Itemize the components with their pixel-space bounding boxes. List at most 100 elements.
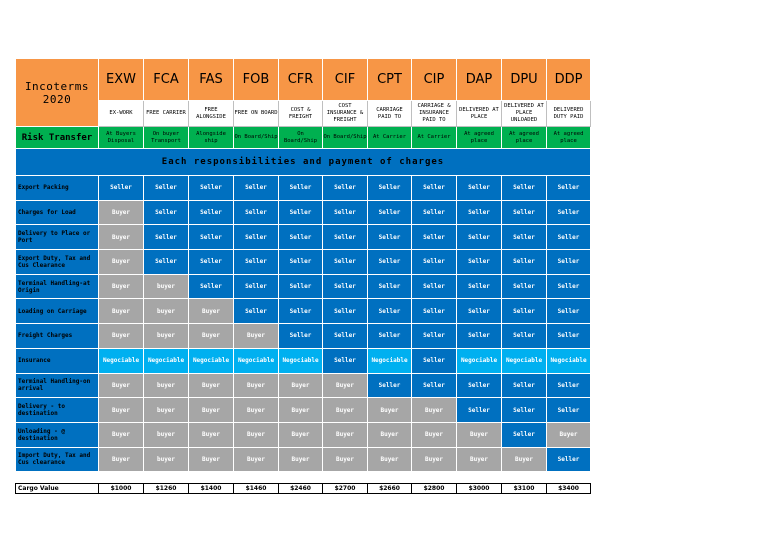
term-code-cfr: CFR [278,58,323,101]
responsibility-cell: Seller [367,323,412,349]
responsibility-cell: Negociable [98,347,144,374]
responsibility-cell: Buyer [233,323,279,349]
term-fullname-fob: FREE ON BOARD [233,100,279,127]
responsibility-cell: Buyer [98,397,144,423]
cargo-value-cif: $2700 [322,483,368,494]
responsibility-cell: Seller [501,372,547,399]
responsibility-cell: buyer [143,298,189,325]
table-row: Delivery - to destination Buyer buyer Buyer… [15,397,591,423]
responsibility-cell: Seller [233,249,279,275]
table-row: Charges for Load Buyer Seller Seller Seller S… [15,199,591,226]
responsibility-cell: Buyer [411,446,457,473]
responsibility-cell: Seller [367,273,412,300]
responsibility-cell: Seller [367,175,412,201]
responsibility-cell: Seller [322,199,368,226]
responsibility-cell: Seller [367,372,412,399]
responsibility-cell: Buyer [188,323,234,349]
table-row: Insurance Negociable Negociable Negociable N… [15,347,591,374]
responsibility-cell: Seller [411,224,457,251]
responsibility-cell: Seller [188,199,234,226]
responsibility-cell: Buyer [367,397,412,423]
responsibility-cell: Seller [278,224,323,251]
responsibility-cell: Buyer [411,397,457,423]
row-label: Delivery - to destination [15,397,99,423]
responsibility-cell: Seller [367,224,412,251]
table-row: Delivery to Place or Port Buyer Seller Sell… [15,224,591,251]
row-label: Export Packing [15,175,99,201]
cargo-value-cip: $2800 [411,483,457,494]
responsibility-cell: Seller [546,323,591,349]
risk-transfer-dap: At agreed place [456,126,502,149]
responsibility-cell: Seller [98,175,144,201]
term-fullname-cip: CARRIAGE & INSURANCE PAID TO [411,100,457,127]
responsibility-cell: Seller [143,224,189,251]
responsibility-cell: Seller [233,273,279,300]
responsibility-cell: Buyer [233,372,279,399]
responsibility-cell: Seller [546,273,591,300]
responsibility-cell: Seller [456,298,502,325]
risk-transfer-exw: At Buyers Disposal [98,126,144,149]
risk-transfer-fas: Alongside ship [188,126,234,149]
responsibility-cell: Seller [278,199,323,226]
responsibility-cell: Buyer [322,372,368,399]
responsibility-cell: Negociable [367,347,412,374]
responsibility-cell: Buyer [411,421,457,448]
term-fullname-fas: FREE ALONGSIDE [188,100,234,127]
table-row: Freight Charges Buyer buyer Buyer Buyer Selle… [15,323,591,349]
responsibility-cell: Seller [278,273,323,300]
responsibility-cell: Seller [546,372,591,399]
responsibility-cell: Seller [501,323,547,349]
responsibility-cell: Seller [501,421,547,448]
responsibility-cell: Seller [411,323,457,349]
responsibility-cell: Seller [233,224,279,251]
responsibility-cell: Seller [411,347,457,374]
responsibility-cell: Seller [501,273,547,300]
table-row: Terminal Handling-on arrival Buyer buyer Bu… [15,372,591,399]
responsibility-cell: Seller [501,175,547,201]
cargo-value-cpt: $2660 [367,483,412,494]
responsibility-cell: Seller [278,323,323,349]
responsibility-cell: Buyer [278,372,323,399]
responsibility-cell: buyer [143,273,189,300]
responsibility-cell: Buyer [501,446,547,473]
responsibility-cell: Seller [322,249,368,275]
row-label: Freight Charges [15,323,99,349]
cargo-value-table: Cargo Value $1000 $1260 $1400 $1460 $2460 $27… [15,483,591,494]
responsibility-cell: Seller [456,199,502,226]
risk-transfer-ddp: At agreed place [546,126,591,149]
table-row: Unloading - @ destination Buyer buyer Buyer… [15,421,591,448]
responsibility-cell: Buyer [233,446,279,473]
row-label: Insurance [15,347,99,374]
table-row: Terminal Handling-at Origin Buyer buyer Sel… [15,273,591,300]
responsibility-cell: Seller [278,175,323,201]
cargo-value-fob: $1460 [233,483,279,494]
term-code-dpu: DPU [501,58,547,101]
responsibility-cell: Buyer [278,421,323,448]
responsibility-cell: Seller [367,249,412,275]
responsibility-cell: Seller [411,175,457,201]
term-fullname-cpt: CARRIAGE PAID TO [367,100,412,127]
responsibility-cell: Buyer [188,397,234,423]
table-title: Incoterms 2020 [15,58,99,127]
responsibility-cell: Seller [233,175,279,201]
responsibility-cell: Seller [322,175,368,201]
responsibility-cell: Seller [456,273,502,300]
responsibility-cell: Seller [143,249,189,275]
responsibility-cell: Buyer [98,446,144,473]
responsibility-cell: Seller [456,175,502,201]
responsibility-cell: Negociable [278,347,323,374]
responsibility-cell: Buyer [98,273,144,300]
responsibility-cell: Seller [456,249,502,275]
term-fullname-dap: DELIVERED AT PLACE [456,100,502,127]
responsibility-cell: Seller [411,372,457,399]
responsibility-cell: Buyer [98,421,144,448]
responsibility-cell: Negociable [546,347,591,374]
responsibility-cell: Seller [188,273,234,300]
term-code-ddp: DDP [546,58,591,101]
responsibility-cell: Seller [233,199,279,226]
responsibility-cell: Buyer [456,446,502,473]
table-row: Loading on Carriage Buyer buyer Buyer Seller… [15,298,591,325]
table-row: Import Duty, Tax and Cus clearance Buyer b… [15,446,591,473]
responsibility-cell: Seller [188,175,234,201]
term-code-dap: DAP [456,58,502,101]
